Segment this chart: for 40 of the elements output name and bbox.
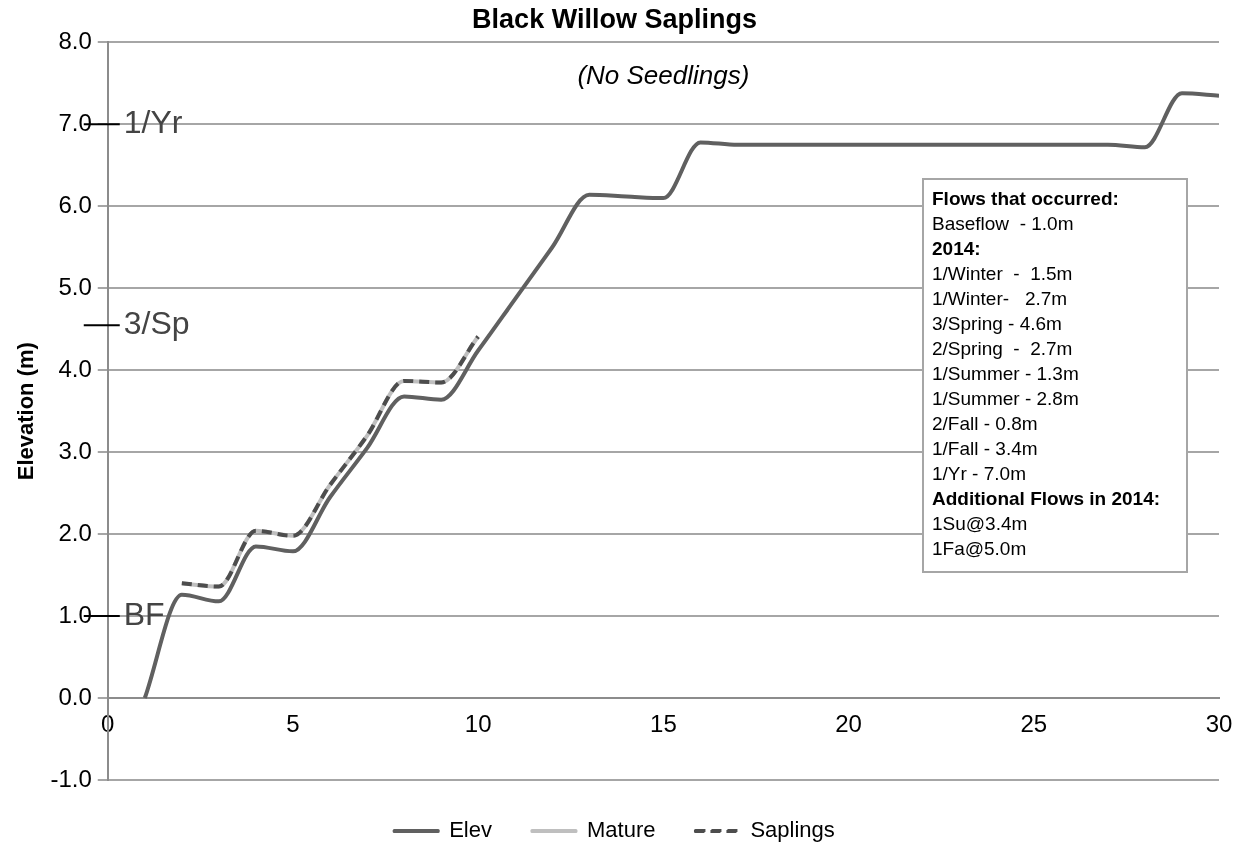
x-tick-label: 25 — [1020, 710, 1048, 738]
annotation: Baseflow - 1.0m — [932, 212, 1075, 237]
legend-label: Elev — [449, 817, 492, 843]
y-tick-label: 0.0 — [58, 682, 92, 710]
ref-line-label: 1/Yr — [123, 104, 183, 141]
legend-label: Mature — [586, 817, 656, 843]
annotation: 1Su@3.4m — [932, 512, 1029, 537]
x-tick-label: 20 — [835, 710, 862, 738]
annotation: 1Fa@5.0m — [932, 537, 1028, 562]
annotation: 1/Yr - 7.0m — [932, 462, 1027, 487]
ref-line-label: 3/Sp — [123, 304, 190, 341]
annotation: 3/Spring - 4.6m — [932, 312, 1063, 337]
y-tick-label: 7.0 — [58, 108, 92, 136]
ref-line-label: BF — [123, 595, 165, 632]
y-axis-title: Elevation (m) — [13, 342, 39, 481]
y-tick-label: -1.0 — [50, 764, 92, 792]
y-tick-label: 4.0 — [58, 354, 92, 382]
chart-title: Black Willow Saplings — [472, 3, 757, 34]
annotation: (No Seedlings) — [577, 60, 750, 92]
annotation: 1/Winter- 2.7m — [932, 287, 1069, 312]
x-tick-label: 15 — [650, 710, 677, 738]
annotation: 2/Fall - 0.8m — [932, 412, 1039, 437]
annotation: 2014: — [932, 237, 982, 262]
y-tick-label: 5.0 — [58, 272, 92, 300]
y-tick-label: 8.0 — [58, 27, 92, 55]
x-tick-label: 30 — [1205, 710, 1233, 738]
annotation: 2/Spring - 2.7m — [932, 337, 1074, 362]
annotation: Flows that occurred: — [932, 187, 1120, 212]
annotation: 1/Winter - 1.5m — [932, 262, 1074, 287]
annotation: 1/Summer - 2.8m — [932, 387, 1080, 412]
y-tick-label: 2.0 — [58, 518, 92, 546]
annotation: Additional Flows in 2014: — [932, 487, 1162, 512]
legend-label: Saplings — [750, 817, 835, 843]
x-tick-label: 10 — [464, 710, 492, 738]
y-tick-label: 1.0 — [58, 600, 92, 628]
y-tick-label: 6.0 — [58, 190, 92, 218]
x-tick-label: 5 — [286, 710, 300, 738]
annotation: 1/Summer - 1.3m — [932, 362, 1080, 387]
annotation: 1/Fall - 3.4m — [932, 437, 1039, 462]
y-tick-label: 3.0 — [58, 436, 92, 464]
